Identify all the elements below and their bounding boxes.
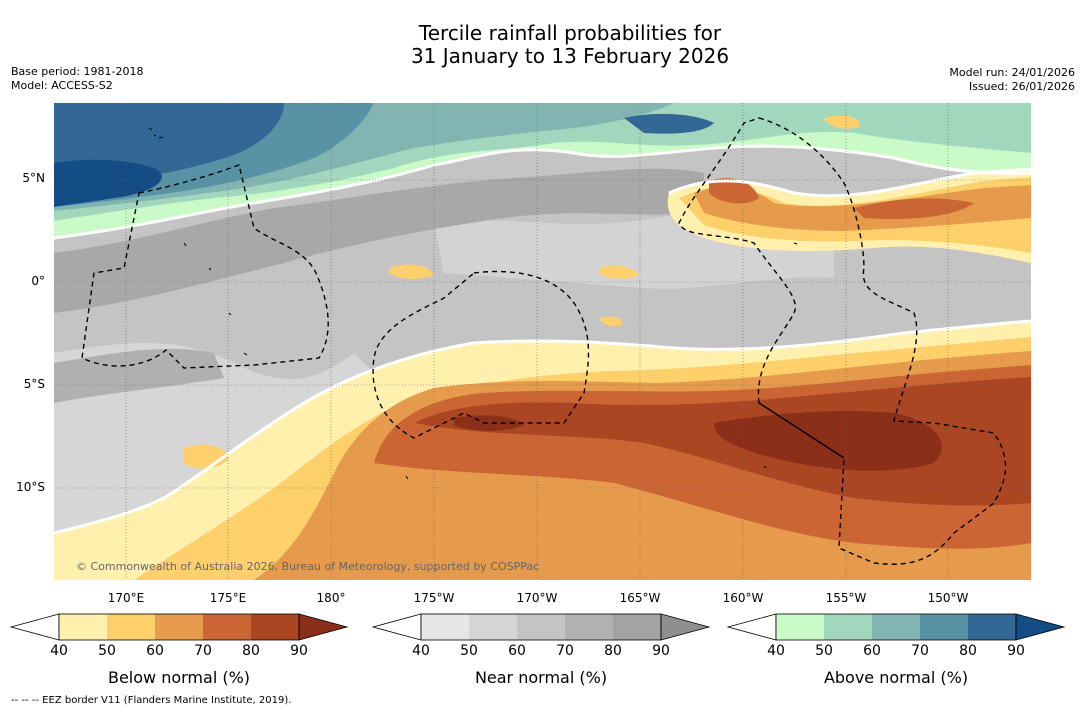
run-info: Model run: 24/01/2026 Issued: 26/01/2026 <box>949 66 1075 94</box>
lat-label-10s: 10°S <box>16 480 45 494</box>
below-normal-spot <box>824 115 860 129</box>
below-tick: 60 <box>146 643 164 659</box>
near-tick: 50 <box>460 643 478 659</box>
copyright-notice: © Commonwealth of Australia 2026, Bureau… <box>76 560 540 573</box>
below-normal-ne-70 <box>709 178 759 204</box>
near-swatch-2 <box>469 614 517 640</box>
near-swatch-5 <box>613 614 661 640</box>
below-swatch-over <box>298 613 349 641</box>
map-canvas <box>54 103 1031 580</box>
lat-label-5n: 5°N <box>22 171 45 185</box>
below-tick: 40 <box>50 643 68 659</box>
colorbar-near-normal <box>371 612 711 642</box>
below-normal-patch-3 <box>599 265 639 279</box>
above-swatch-over <box>1015 613 1066 641</box>
title-line-2: 31 January to 13 February 2026 <box>410 44 730 68</box>
near-swatch-over <box>660 613 711 641</box>
near-swatch-under <box>371 613 422 641</box>
above-tick: 80 <box>959 643 977 659</box>
above-normal-90 <box>54 159 162 207</box>
above-tick: 70 <box>911 643 929 659</box>
map-title: Tercile rainfall probabilities for 31 Ja… <box>0 22 1085 68</box>
eez-borders <box>81 117 1007 565</box>
below-swatch-5 <box>251 614 299 640</box>
eez-footnote: -- -- -- EEZ border V11 (Flanders Marine… <box>11 695 292 706</box>
below-normal-title: Below normal (%) <box>107 668 251 687</box>
above-normal-title: Above normal (%) <box>823 668 969 687</box>
base-period: Base period: 1981-2018 <box>11 65 144 78</box>
near-normal-dark-band <box>54 168 704 313</box>
below-swatch-4 <box>203 614 251 640</box>
near-tick: 40 <box>412 643 430 659</box>
contour-40-ne <box>668 167 1031 198</box>
above-swatch-1 <box>776 614 824 640</box>
above-swatch-under <box>726 613 777 641</box>
below-tick: 80 <box>242 643 260 659</box>
eez-border-west <box>81 164 329 369</box>
below-normal-ne-70b <box>854 198 974 220</box>
near-tick: 80 <box>604 643 622 659</box>
below-tick: 70 <box>194 643 212 659</box>
islands <box>148 127 798 480</box>
near-tick: 90 <box>652 643 670 659</box>
lat-label-0: 0° <box>31 274 45 288</box>
lon-label-170w: 170°W <box>516 591 558 605</box>
model-info: Base period: 1981-2018 Model: ACCESS-S2 <box>11 65 143 93</box>
below-tick: 90 <box>290 643 308 659</box>
below-normal-s-90b <box>454 415 524 431</box>
lon-label-175e: 175°E <box>209 591 247 605</box>
above-tick: 40 <box>767 643 785 659</box>
gridlines <box>54 103 1031 580</box>
near-normal-title: Near normal (%) <box>474 668 608 687</box>
below-normal-s-80 <box>414 377 1031 506</box>
below-swatch-under <box>9 613 60 641</box>
below-normal-patch-2 <box>389 264 434 279</box>
eez-border-divide <box>758 402 845 459</box>
issued-date: Issued: 26/01/2026 <box>968 80 1075 93</box>
title-line-1: Tercile rainfall probabilities for <box>418 21 722 45</box>
colorbar-near-normal-svg <box>371 613 711 641</box>
near-swatch-4 <box>565 614 613 640</box>
above-tick: 50 <box>815 643 833 659</box>
lat-label-5s: 5°S <box>23 377 45 391</box>
colorbar-below-normal-svg <box>9 613 349 641</box>
below-swatch-3 <box>155 614 203 640</box>
near-swatch-3 <box>517 614 565 640</box>
below-normal-s-90 <box>714 411 942 471</box>
below-swatch-1 <box>59 614 107 640</box>
eez-border-central <box>372 270 590 439</box>
below-tick: 50 <box>98 643 116 659</box>
colorbar-above-normal <box>726 612 1066 642</box>
probability-map: © Commonwealth of Australia 2026, Bureau… <box>54 103 1031 580</box>
colorbar-below-normal <box>9 612 349 642</box>
near-swatch-1 <box>421 614 469 640</box>
above-swatch-5 <box>968 614 1016 640</box>
above-tick: 60 <box>863 643 881 659</box>
near-tick: 70 <box>556 643 574 659</box>
near-normal-dark-band-2 <box>54 348 224 403</box>
above-normal-patch <box>624 113 714 134</box>
above-swatch-3 <box>872 614 920 640</box>
lon-label-170e: 170°E <box>107 591 145 605</box>
contour-40-north <box>54 144 1031 240</box>
above-swatch-2 <box>824 614 872 640</box>
below-swatch-2 <box>107 614 155 640</box>
colorbar-above-normal-svg <box>726 613 1066 641</box>
lon-label-150w: 150°W <box>927 591 969 605</box>
lon-label-160w: 160°W <box>722 591 764 605</box>
eez-border-east <box>678 117 1007 565</box>
near-tick: 60 <box>508 643 526 659</box>
lon-label-165w: 165°W <box>619 591 661 605</box>
below-normal-patch-4 <box>599 316 623 327</box>
lon-label-180: 180° <box>316 591 346 605</box>
lon-label-175w: 175°W <box>413 591 455 605</box>
model-run-date: Model run: 24/01/2026 <box>949 66 1075 79</box>
contour-40-south <box>54 319 1031 535</box>
model-name: Model: ACCESS-S2 <box>11 79 113 92</box>
above-tick: 90 <box>1007 643 1025 659</box>
lon-label-155w: 155°W <box>825 591 867 605</box>
above-swatch-4 <box>920 614 968 640</box>
